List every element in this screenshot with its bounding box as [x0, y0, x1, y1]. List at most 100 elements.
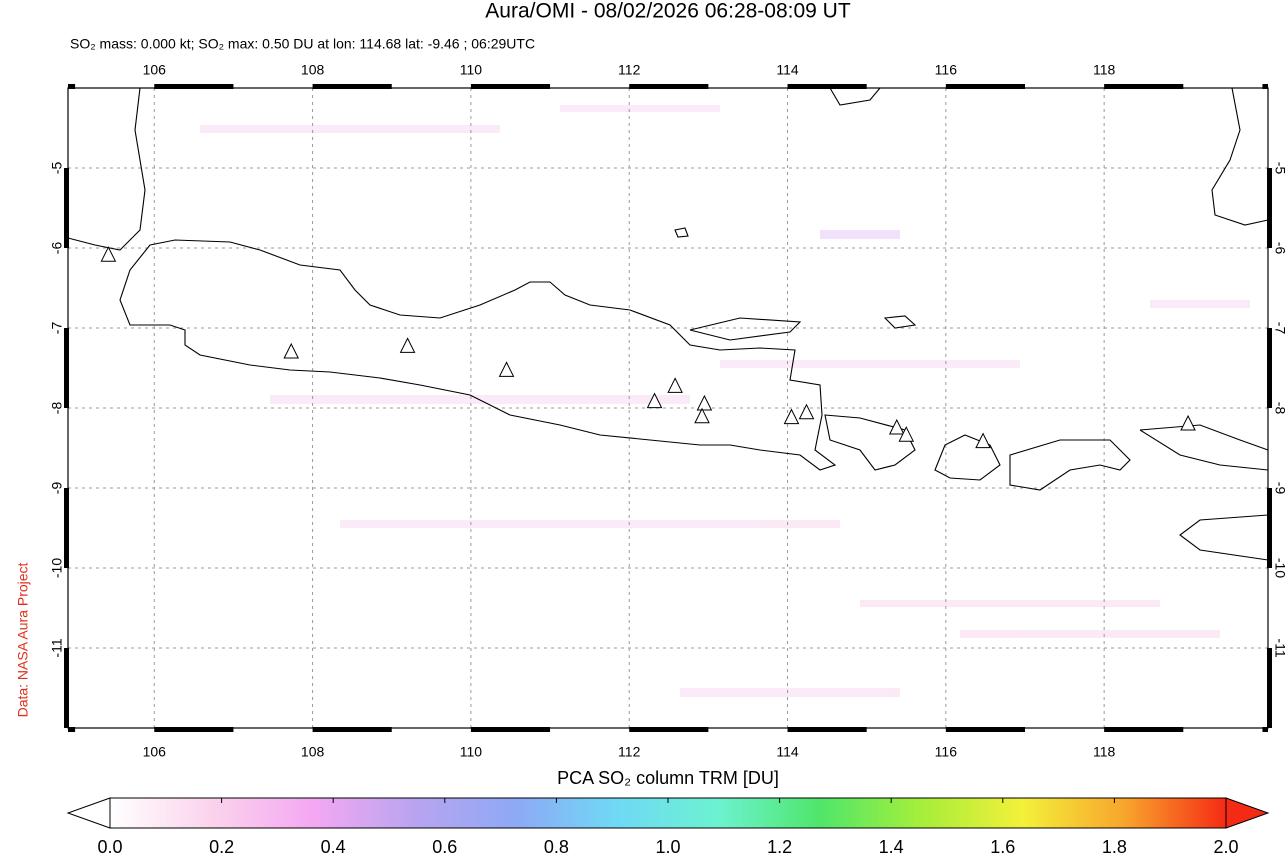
volcano-marker [694, 407, 710, 424]
colorbar-low-arrow [66, 797, 111, 829]
so2-streak [820, 230, 900, 239]
volcano-marker [798, 403, 815, 420]
frame-segment [629, 727, 709, 732]
coast-sumba [1179, 514, 1269, 561]
so2-streak [860, 600, 1160, 607]
frame-segment [1104, 727, 1184, 732]
lat-tick-label: -6 [1272, 242, 1288, 255]
volcano-marker [646, 392, 663, 409]
frame-segment [629, 84, 709, 89]
so2-streak [1150, 300, 1250, 308]
coast-madura [689, 317, 802, 341]
coast-flores [1139, 424, 1269, 471]
frame-segment [945, 727, 1025, 732]
coast-borneo [829, 87, 882, 106]
so2-streak [680, 688, 900, 697]
volcano-marker [1180, 414, 1196, 431]
title: Aura/OMI - 08/02/2026 06:28-08:09 UT [485, 0, 851, 23]
volcano-marker [498, 361, 515, 377]
graticule [68, 88, 1268, 728]
volcano-marker [888, 418, 905, 435]
lon-tick-label: 114 [776, 62, 799, 78]
colorbar-tick-label: 2.0 [1213, 837, 1238, 855]
lon-tick-label: 106 [143, 62, 167, 78]
volcano-marker [100, 246, 117, 262]
lon-tick-label: 118 [1093, 744, 1116, 760]
volcano-marker [696, 394, 713, 411]
volcano-marker [975, 432, 991, 449]
colorbar-tick-label: 1.6 [990, 837, 1015, 855]
lon-tick-label: 112 [618, 62, 641, 78]
lon-tick-label: 108 [301, 744, 325, 760]
lon-tick-label: 114 [776, 744, 799, 760]
frame-segment [787, 727, 867, 732]
so2-streak [720, 360, 1020, 368]
colorbar-tick-label: 1.2 [767, 837, 792, 855]
so2-background [200, 105, 1250, 697]
colorbar-tick-label: 1.8 [1102, 837, 1127, 855]
coast-sumbawa [1009, 439, 1131, 491]
volcano-marker [898, 426, 915, 442]
frame-border [67, 87, 1269, 729]
frame-segment [154, 84, 234, 89]
frame-segment [1267, 488, 1272, 568]
lon-tick-label: 112 [618, 744, 641, 760]
frame-segment [1267, 648, 1272, 728]
lat-tick-label: -11 [49, 638, 65, 657]
lat-tick-label: -11 [1272, 638, 1288, 657]
frame-segment [470, 727, 551, 732]
lat-tick-label: -7 [1272, 322, 1288, 335]
frame-segment [945, 84, 1025, 89]
frame-segment [68, 84, 76, 89]
volcanoes [100, 246, 1196, 449]
coast-sumatra [67, 87, 146, 251]
lat-tick-label: -9 [1272, 482, 1288, 495]
lat-tick-label: -9 [49, 482, 65, 495]
frame-segment [787, 84, 867, 89]
colorbar-high-arrow [1225, 797, 1270, 829]
coastlines [67, 87, 1269, 561]
frame-segment [1262, 84, 1268, 89]
colorbar-tick-label: 0.8 [544, 837, 569, 855]
lon-tick-label: 108 [301, 62, 325, 78]
credit: Data: NASA Aura Project [15, 562, 31, 717]
colorbar-tick-label: 1.0 [655, 837, 680, 855]
frame-segment [470, 84, 551, 89]
frame-segment [312, 84, 392, 89]
frame-segment [154, 727, 234, 732]
lon-tick-label: 118 [1093, 62, 1116, 78]
lon-tick-label: 110 [460, 744, 483, 760]
frame-segment [64, 488, 69, 568]
frame-segment [64, 168, 69, 248]
coast-lombok [934, 434, 1001, 481]
colorbar-tick-label: 0.4 [321, 837, 346, 855]
lat-tick-label: -5 [49, 162, 65, 175]
subtitle: SO₂ mass: 0.000 kt; SO₂ max: 0.50 DU at … [70, 36, 535, 52]
frame-segment [1267, 168, 1272, 248]
volcano-marker [399, 337, 416, 353]
colorbar-label: PCA SO₂ column TRM [DU] [557, 768, 779, 788]
frame-segment [312, 727, 392, 732]
colorbar-tick-label: 0.2 [209, 837, 234, 855]
lon-tick-label: 116 [935, 62, 958, 78]
frame-segment [68, 727, 76, 732]
lat-tick-label: -6 [49, 242, 65, 255]
volcano-marker [283, 342, 300, 359]
lat-tick-label: -5 [1272, 162, 1288, 175]
lat-tick-label: -10 [1272, 558, 1288, 578]
frame-segment [1104, 84, 1184, 89]
lat-tick-label: -7 [49, 322, 65, 335]
frame-segment [64, 648, 69, 728]
frame-segment [1267, 328, 1272, 408]
volcano-marker [783, 408, 800, 425]
lat-tick-label: -8 [49, 402, 65, 415]
map-frame [64, 84, 1272, 732]
lon-tick-label: 110 [460, 62, 483, 78]
coast-bali [824, 414, 916, 471]
coast-sulawesi [1211, 87, 1269, 226]
so2-streak [560, 105, 720, 112]
coast-islet [883, 315, 917, 329]
frame-segment [64, 328, 69, 408]
